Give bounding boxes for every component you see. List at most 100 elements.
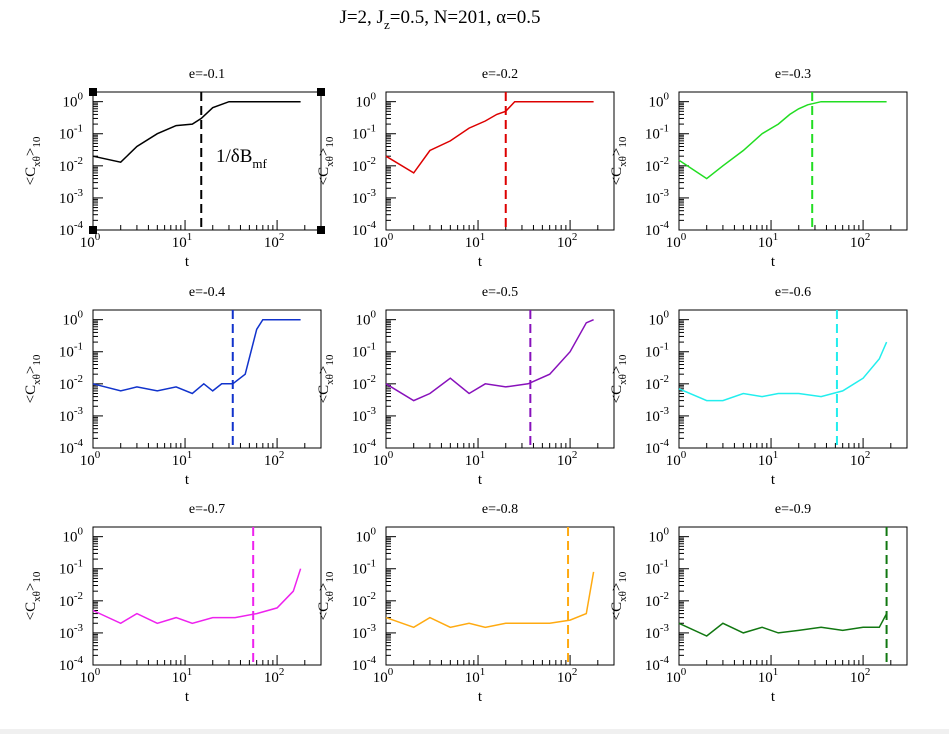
x-axis-label: t [771,689,776,705]
x-axis-label: t [185,254,190,270]
y-tick-label: 10-3 [59,622,84,642]
x-tick-label: 101 [465,231,486,251]
panel-title: e=-0.3 [775,67,811,82]
y-tick-label: 10-1 [59,123,83,143]
plot-frame [678,526,908,666]
y-tick-label: 10-2 [59,373,83,393]
x-tick-label: 100 [373,666,394,686]
selection-handle[interactable] [317,88,325,96]
subplot-2: e=-0.2 100 101 102 100 10-1 10-2 10-3 10-4 t <Cxθ>… [316,67,615,270]
y-axis-label: <Cxθ>10 [609,571,629,620]
y-tick-label: 10-1 [352,558,376,578]
x-tick-label: 101 [172,231,193,251]
y-axis-label: <Cxθ>10 [609,136,629,185]
subplot-7: e=-0.7 100 101 102 100 10-1 10-2 10-3 10-4 t <Cxθ>… [23,502,322,705]
selection-handle[interactable] [89,88,97,96]
y-tick-label: 100 [649,91,670,111]
y-axis-label: <Cxθ>10 [316,354,336,403]
x-tick-label: 102 [850,449,871,469]
y-tick-label: 10-2 [352,373,376,393]
y-tick-label: 10-3 [352,187,377,207]
y-axis-label: <Cxθ>10 [23,136,43,185]
plot-frame [385,526,615,666]
x-tick-label: 100 [666,666,687,686]
panel-title: e=-0.2 [482,67,518,82]
data-line [92,568,302,625]
panel-title: e=-0.6 [775,285,811,300]
y-tick-label: 10-1 [645,341,669,361]
subplot-grid: e=-0.1 100 101 102 100 10-1 10-2 10-3 10-4 t <Cxθ>… [23,67,908,705]
y-tick-label: 10-2 [59,155,83,175]
y-axis-label: <Cxθ>10 [316,571,336,620]
data-line [678,341,888,402]
plot-frame [92,309,322,449]
x-tick-label: 100 [666,231,687,251]
x-tick-label: 102 [264,666,285,686]
x-tick-label: 102 [850,666,871,686]
x-tick-label: 100 [373,231,394,251]
x-tick-label: 102 [557,449,578,469]
x-tick-label: 101 [758,449,779,469]
y-tick-label: 10-2 [352,590,376,610]
x-tick-label: 101 [758,231,779,251]
x-tick-label: 100 [666,449,687,469]
plot-frame [92,526,322,666]
panel-title: e=-0.7 [189,502,225,517]
x-tick-label: 102 [264,449,285,469]
y-tick-label: 100 [356,91,377,111]
y-tick-label: 10-1 [59,341,83,361]
y-axis-label: <Cxθ>10 [23,571,43,620]
subplot-1: e=-0.1 100 101 102 100 10-1 10-2 10-3 10-4 t <Cxθ>… [23,67,325,270]
x-tick-label: 100 [80,231,101,251]
x-tick-label: 101 [172,449,193,469]
y-tick-label: 10-1 [645,123,669,143]
subplot-6: e=-0.6 100 101 102 100 10-1 10-2 10-3 10-4 t <Cxθ>… [609,285,908,488]
y-tick-label: 100 [63,91,84,111]
y-tick-label: 100 [356,526,377,546]
y-tick-label: 10-3 [645,187,670,207]
x-tick-label: 100 [373,449,394,469]
y-tick-label: 10-2 [352,155,376,175]
y-tick-label: 100 [63,526,84,546]
y-tick-label: 10-4 [645,219,670,239]
x-tick-label: 100 [80,666,101,686]
plot-frame [385,91,615,231]
y-tick-label: 10-2 [645,590,669,610]
x-tick-label: 102 [557,231,578,251]
y-tick-label: 10-4 [352,437,377,457]
y-tick-label: 10-3 [352,622,377,642]
bottom-strip [0,729,949,734]
y-tick-label: 10-3 [352,405,377,425]
y-tick-label: 100 [649,526,670,546]
plot-frame [92,91,322,231]
x-tick-label: 102 [850,231,871,251]
panel-title: e=-0.1 [189,67,225,82]
x-axis-label: t [478,689,483,705]
x-tick-label: 101 [758,666,779,686]
y-tick-label: 10-3 [59,405,84,425]
selection-handle[interactable] [317,226,325,234]
data-line [92,100,301,164]
subplot-5: e=-0.5 100 101 102 100 10-1 10-2 10-3 10-4 t <Cxθ>… [316,285,615,488]
y-tick-label: 10-1 [352,123,376,143]
y-tick-label: 10-4 [59,437,84,457]
y-tick-label: 10-3 [645,622,670,642]
x-tick-label: 101 [172,666,193,686]
y-tick-label: 10-2 [645,373,669,393]
y-tick-label: 100 [649,309,670,329]
subplot-9: e=-0.9 100 101 102 100 10-1 10-2 10-3 10-4 t <Cxθ>… [609,502,908,705]
y-tick-label: 10-4 [645,437,670,457]
subplot-3: e=-0.3 100 101 102 100 10-1 10-2 10-3 10-4 t <Cxθ>… [609,67,908,270]
data-line [92,318,301,395]
x-axis-label: t [771,472,776,488]
selection-handle[interactable] [89,226,97,234]
y-tick-label: 10-2 [59,590,83,610]
x-tick-label: 100 [80,449,101,469]
y-tick-label: 10-2 [645,155,669,175]
x-axis-label: t [185,689,190,705]
y-tick-label: 100 [356,309,377,329]
y-axis-label: <Cxθ>10 [609,354,629,403]
annotation-label: 1/δBmf [216,146,268,171]
y-tick-label: 10-4 [352,219,377,239]
